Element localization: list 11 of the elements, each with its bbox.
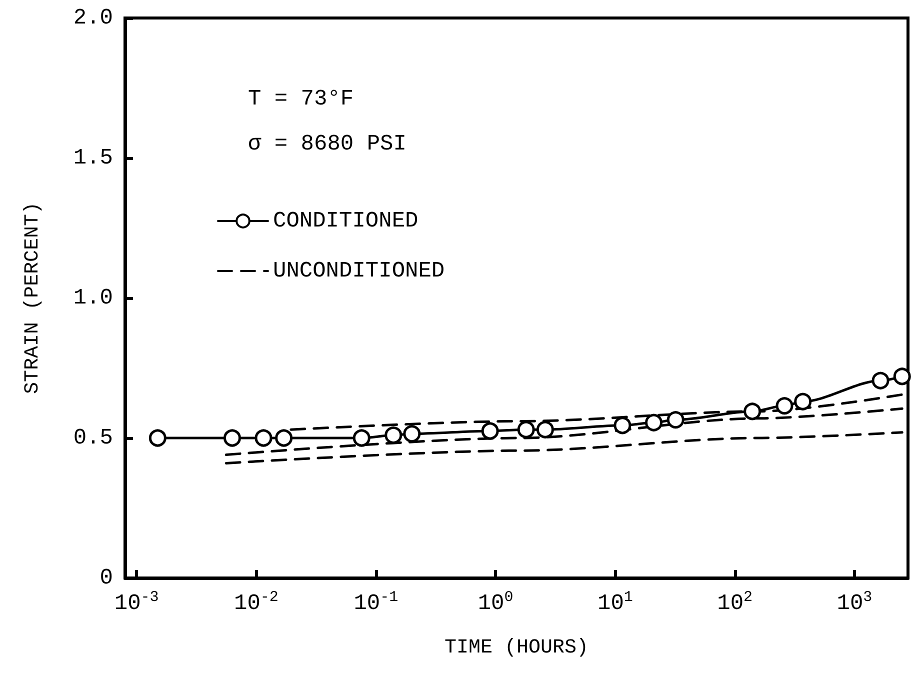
y-axis-title: STRAIN (PERCENT) — [22, 202, 44, 394]
x-axis-title: TIME (HOURS) — [444, 636, 589, 660]
y-tick-label: 0 — [100, 566, 113, 590]
annotation: σ = 8680 PSI — [248, 132, 406, 156]
y-tick-label: 1.0 — [73, 286, 113, 310]
y-tick-label: 2.0 — [73, 6, 113, 30]
legend-label: UNCONDITIONED — [273, 258, 445, 284]
annotation: T = 73°F — [248, 86, 354, 112]
legend-label: CONDITIONED — [273, 208, 418, 234]
y-tick-label: 0.5 — [73, 426, 113, 450]
y-tick-label: 1.5 — [73, 146, 113, 170]
